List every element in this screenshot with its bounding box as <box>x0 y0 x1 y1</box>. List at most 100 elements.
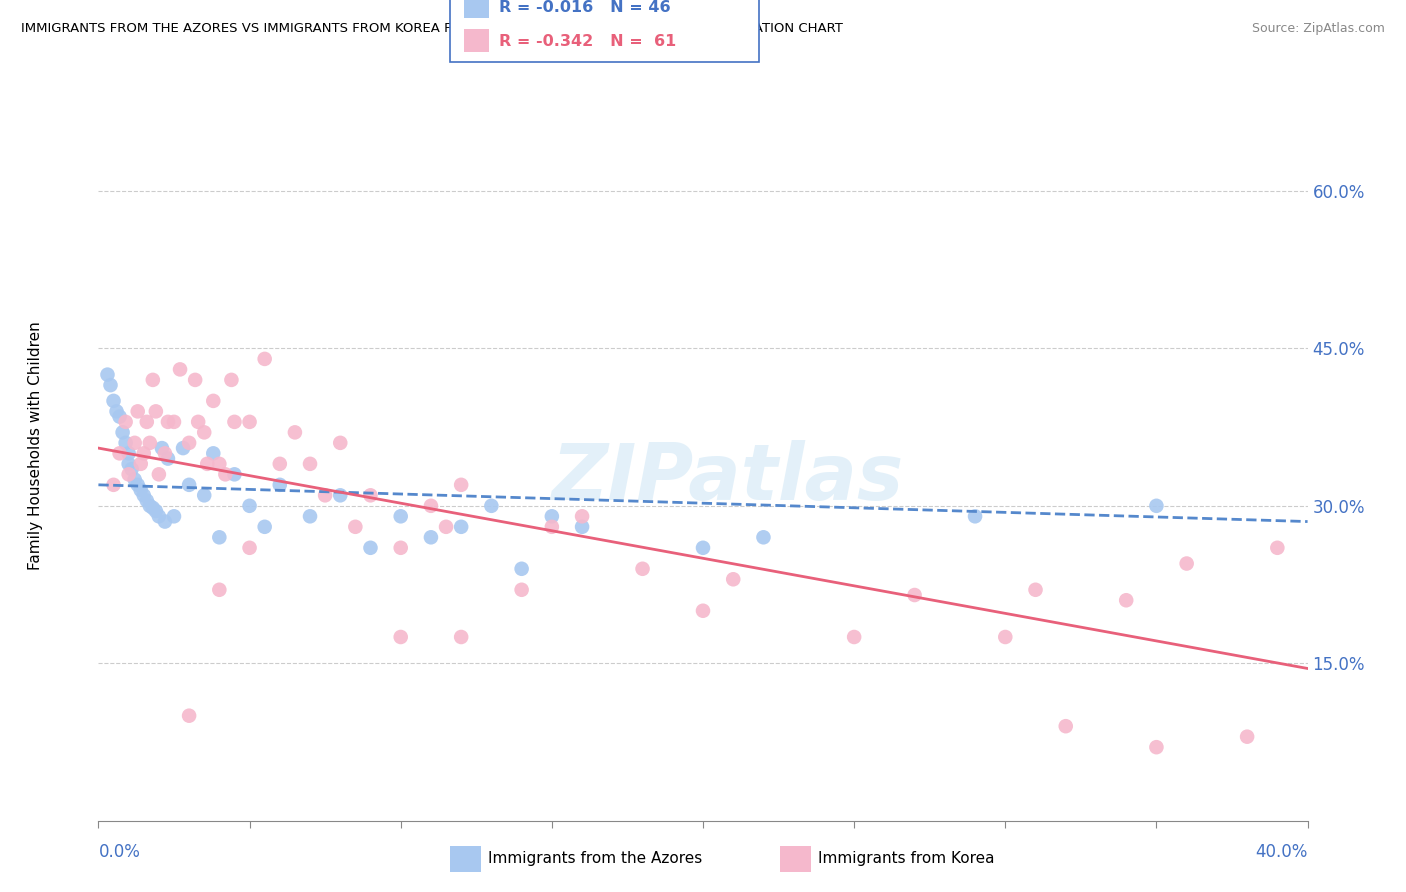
Text: Family Households with Children: Family Households with Children <box>28 322 42 570</box>
Point <box>208 530 231 544</box>
Point <box>1175 557 1198 571</box>
Point <box>965 509 987 524</box>
Point <box>540 509 562 524</box>
Point <box>103 478 125 492</box>
Point <box>360 488 382 502</box>
Point <box>163 415 186 429</box>
Point <box>135 415 157 429</box>
Point <box>510 582 533 597</box>
Point <box>177 435 201 450</box>
Point <box>1144 740 1167 755</box>
Point <box>510 562 533 576</box>
Text: Immigrants from the Azores: Immigrants from the Azores <box>488 852 702 866</box>
Point <box>253 520 276 534</box>
Text: Immigrants from Korea: Immigrants from Korea <box>818 852 995 866</box>
Point <box>132 488 155 502</box>
Point <box>108 446 131 460</box>
Text: 40.0%: 40.0% <box>1256 843 1308 861</box>
Point <box>540 520 562 534</box>
Point <box>163 509 186 524</box>
Point <box>631 562 654 576</box>
Point <box>156 451 179 466</box>
Point <box>118 457 141 471</box>
Point <box>142 373 165 387</box>
Text: R = -0.342   N =  61: R = -0.342 N = 61 <box>499 34 676 48</box>
Point <box>571 520 593 534</box>
Point <box>169 362 191 376</box>
Point <box>692 604 714 618</box>
Point <box>1265 541 1288 555</box>
Point <box>904 588 927 602</box>
Point <box>450 478 472 492</box>
Point <box>127 478 149 492</box>
Point <box>132 446 155 460</box>
Point <box>224 467 246 482</box>
Point <box>142 500 165 515</box>
Point <box>124 473 146 487</box>
Point <box>481 499 503 513</box>
Point <box>172 441 194 455</box>
Point <box>1115 593 1137 607</box>
Point <box>721 572 744 586</box>
Point <box>135 493 157 508</box>
Point <box>239 415 262 429</box>
Point <box>202 446 225 460</box>
Point <box>150 441 173 455</box>
Point <box>329 435 352 450</box>
Point <box>105 404 128 418</box>
Point <box>1236 730 1258 744</box>
Point <box>1024 582 1046 597</box>
Point <box>360 541 382 555</box>
Point <box>329 488 352 502</box>
Point <box>224 415 246 429</box>
Point <box>214 467 236 482</box>
Point <box>139 499 162 513</box>
Point <box>187 415 209 429</box>
Point <box>153 515 176 529</box>
Point <box>100 378 122 392</box>
Point <box>114 415 136 429</box>
Point <box>195 457 218 471</box>
Point <box>193 425 215 440</box>
Text: R = -0.016   N = 46: R = -0.016 N = 46 <box>499 0 671 14</box>
Point <box>994 630 1017 644</box>
Point <box>118 467 141 482</box>
Point <box>103 393 125 408</box>
Point <box>434 520 457 534</box>
Point <box>193 488 215 502</box>
Point <box>692 541 714 555</box>
Point <box>145 504 167 518</box>
Point <box>124 435 146 450</box>
Point <box>419 530 441 544</box>
Point <box>208 457 231 471</box>
Point <box>139 435 162 450</box>
Point <box>389 541 412 555</box>
Point <box>153 446 176 460</box>
Text: ZIPatlas: ZIPatlas <box>551 440 903 516</box>
Point <box>1054 719 1077 733</box>
Point <box>419 499 441 513</box>
Point <box>129 483 152 497</box>
Point <box>148 509 170 524</box>
Point <box>202 393 225 408</box>
Text: Source: ZipAtlas.com: Source: ZipAtlas.com <box>1251 22 1385 36</box>
Point <box>239 541 262 555</box>
Point <box>177 478 201 492</box>
Point <box>269 457 291 471</box>
Point <box>114 435 136 450</box>
Point <box>129 457 152 471</box>
Point <box>299 509 322 524</box>
Point <box>284 425 307 440</box>
Point <box>299 457 322 471</box>
Point <box>111 425 134 440</box>
Point <box>253 351 276 366</box>
Point <box>148 467 170 482</box>
Point <box>127 404 149 418</box>
Point <box>450 630 472 644</box>
Point <box>121 462 143 476</box>
Point <box>450 520 472 534</box>
Point <box>118 446 141 460</box>
Point <box>344 520 367 534</box>
Point <box>221 373 243 387</box>
Point <box>752 530 775 544</box>
